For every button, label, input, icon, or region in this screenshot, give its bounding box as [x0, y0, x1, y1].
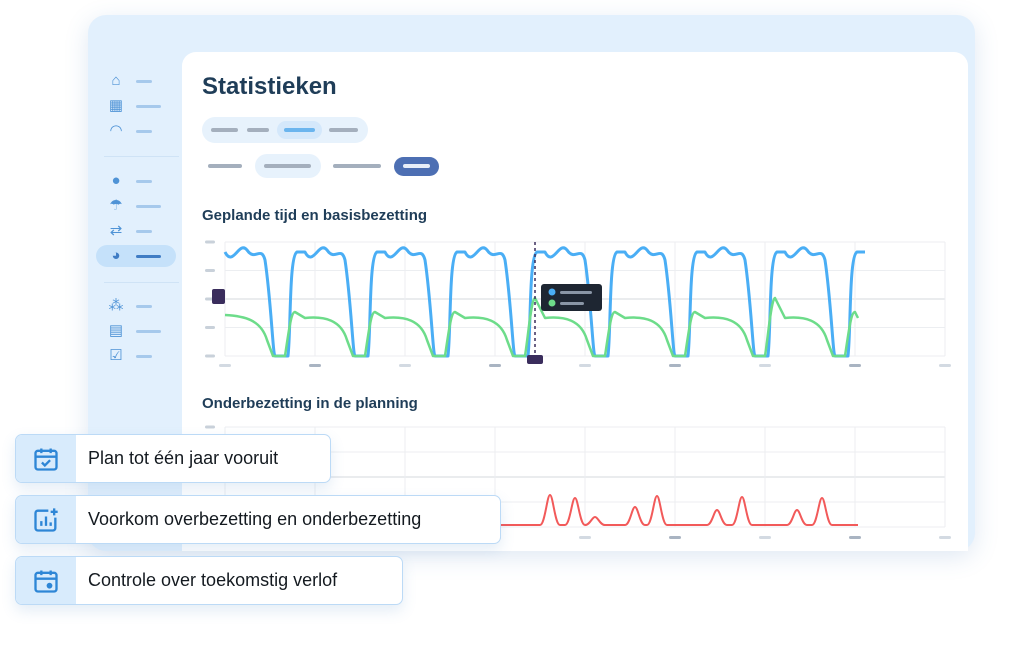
sidebar-item-leave[interactable]: ☂ [96, 195, 176, 217]
umbrella-icon: ☂ [109, 197, 123, 214]
y-tick-label [205, 269, 215, 272]
label-placeholder [136, 354, 152, 358]
x-tick-label [939, 364, 951, 367]
feature-label: Plan tot één jaar vooruit [88, 448, 279, 468]
swap-icon: ⇄ [109, 222, 123, 239]
x-axis-marker [527, 355, 543, 364]
x-tick-label [759, 364, 771, 367]
label-placeholder [136, 129, 152, 133]
chart-title-under: Onderbezetting in de planning [202, 395, 418, 412]
chart-tooltip [541, 284, 602, 311]
segment-option[interactable] [247, 128, 269, 132]
label-placeholder [136, 229, 152, 233]
x-tick-label [489, 364, 501, 367]
x-tick-label [309, 364, 321, 367]
filter-tab-label [264, 164, 311, 168]
x-tick-label [579, 536, 591, 539]
segment-label-active [284, 128, 315, 132]
calendar-icon: ▦ [108, 97, 124, 114]
label-placeholder [136, 79, 152, 83]
x-tick-label [759, 536, 771, 539]
sidebar-divider [104, 156, 179, 157]
segment-option[interactable] [329, 128, 358, 132]
label-placeholder [136, 179, 152, 183]
clipboard-icon: ▤ [108, 322, 124, 339]
x-tick-label [669, 364, 681, 367]
sidebar-item-calendar[interactable]: ▦ [96, 95, 176, 117]
legend-dot-base [548, 299, 556, 307]
y-tick-label [205, 425, 215, 429]
legend-dot-planned [548, 288, 556, 296]
sidebar-item-team[interactable]: ⁂ [96, 295, 176, 317]
sidebar-item-clipboard[interactable]: ▤ [96, 320, 176, 342]
x-tick-label [669, 536, 681, 539]
y-tick-label [205, 326, 215, 329]
feature-card-staffing: Voorkom overbezetting en onderbezetting [15, 495, 501, 544]
y-tick-label [205, 354, 215, 358]
feature-card-plan-ahead: Plan tot één jaar vooruit [15, 434, 331, 483]
sidebar-item-alert[interactable]: ● [96, 170, 176, 192]
filter-tab-selected[interactable] [394, 157, 439, 176]
x-tick-label [399, 364, 411, 367]
label-placeholder [136, 254, 161, 258]
label-placeholder [136, 204, 161, 208]
alert-icon: ● [111, 172, 121, 189]
label-placeholder [136, 104, 161, 108]
feature-card-leave: Controle over toekomstig verlof [15, 556, 403, 605]
sidebar-item-statistics[interactable]: ◕ [96, 245, 176, 267]
sidebar-item-swap[interactable]: ⇄ [96, 220, 176, 242]
x-tick-label [219, 364, 231, 367]
chart-plus-icon [16, 496, 76, 543]
sidebar-divider [104, 282, 179, 283]
label-placeholder [136, 304, 152, 308]
gauge-icon: ◠ [109, 122, 123, 139]
filter-tab[interactable] [208, 164, 242, 168]
filter-tab[interactable] [333, 164, 381, 168]
sidebar-item-home[interactable]: ⌂ [96, 70, 176, 92]
chart-title-planned: Geplande tijd en basisbezetting [202, 207, 428, 224]
feature-label: Voorkom overbezetting en onderbezetting [88, 509, 422, 529]
calendar-check-icon [16, 435, 76, 482]
understaffing-line [500, 494, 858, 526]
calendar-check-icon: ☑ [109, 347, 123, 364]
y-tick-label [205, 240, 215, 244]
x-tick-label [579, 364, 591, 367]
pie-chart-icon: ◕ [111, 247, 121, 264]
base-staffing-line [224, 296, 860, 358]
home-icon: ⌂ [111, 72, 121, 89]
segment-option[interactable] [211, 128, 238, 132]
sidebar-item-gauge[interactable]: ◠ [96, 120, 176, 142]
x-tick-label [939, 536, 951, 539]
page-title: Statistieken [202, 73, 337, 100]
x-tick-label [849, 536, 861, 539]
x-tick-label [849, 364, 861, 367]
y-axis-marker [212, 289, 225, 304]
sidebar-item-calendar-check[interactable]: ☑ [96, 345, 176, 367]
calendar-dot-icon [16, 557, 76, 604]
team-icon: ⁂ [108, 297, 124, 314]
label-placeholder [136, 329, 161, 333]
feature-label: Controle over toekomstig verlof [88, 570, 338, 590]
